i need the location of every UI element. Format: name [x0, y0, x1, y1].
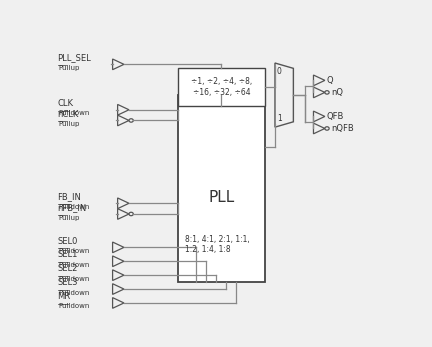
- Text: nCLK: nCLK: [57, 110, 79, 119]
- Text: nFB_IN: nFB_IN: [57, 203, 86, 212]
- Text: Pulldown: Pulldown: [58, 248, 89, 254]
- Bar: [178, 68, 265, 106]
- Text: Pulldown: Pulldown: [58, 262, 89, 268]
- Text: Pullup: Pullup: [58, 121, 79, 127]
- Text: Pulldown: Pulldown: [58, 204, 89, 210]
- Text: Pulldown: Pulldown: [58, 276, 89, 282]
- Text: ÷1, ÷2, ÷4, ÷8,
÷16, ÷32, ÷64: ÷1, ÷2, ÷4, ÷8, ÷16, ÷32, ÷64: [191, 77, 252, 97]
- Text: PLL: PLL: [208, 191, 235, 205]
- Text: Q: Q: [327, 76, 334, 85]
- Text: nQFB: nQFB: [331, 124, 354, 133]
- Text: SEL1: SEL1: [57, 251, 78, 260]
- Text: Pulldown: Pulldown: [58, 304, 89, 310]
- Text: QFB: QFB: [327, 112, 344, 121]
- Text: 8:1, 4:1, 2:1, 1:1,
1:2, 1:4, 1:8: 8:1, 4:1, 2:1, 1:1, 1:2, 1:4, 1:8: [184, 235, 249, 254]
- Text: Pullup: Pullup: [58, 65, 79, 71]
- Bar: [178, 95, 265, 282]
- Text: SEL2: SEL2: [57, 264, 78, 273]
- Text: FB_IN: FB_IN: [57, 193, 81, 201]
- Text: PLL_SEL: PLL_SEL: [57, 53, 91, 62]
- Text: MR: MR: [57, 292, 70, 301]
- Text: SEL0: SEL0: [57, 237, 78, 246]
- Text: Pulldown: Pulldown: [58, 110, 89, 116]
- Text: 0: 0: [277, 67, 282, 76]
- Text: 1: 1: [277, 114, 282, 123]
- Text: CLK: CLK: [57, 99, 73, 108]
- Text: nQ: nQ: [331, 88, 343, 97]
- Text: SEL3: SEL3: [57, 278, 78, 287]
- Text: Pulldown: Pulldown: [58, 290, 89, 296]
- Text: Pullup: Pullup: [58, 214, 79, 220]
